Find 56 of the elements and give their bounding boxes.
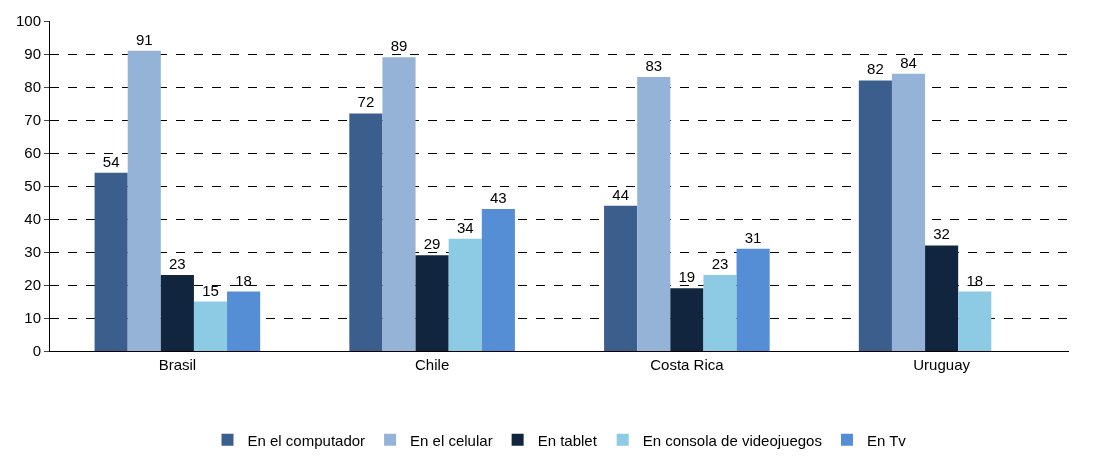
x-tick-label: Costa Rica bbox=[650, 356, 725, 373]
y-tick-label: 10 bbox=[24, 309, 41, 327]
bar bbox=[193, 301, 228, 351]
data-label: 43 bbox=[490, 189, 507, 207]
data-label: 54 bbox=[102, 152, 120, 170]
y-tick-label: 30 bbox=[24, 243, 41, 261]
data-label: 34 bbox=[456, 218, 474, 236]
data-label: 44 bbox=[612, 185, 629, 203]
y-tick-label: 50 bbox=[24, 177, 41, 195]
bar bbox=[637, 77, 671, 351]
x-tick-label: Chile bbox=[415, 356, 450, 373]
data-label: 82 bbox=[867, 60, 884, 78]
x-tick-label: Brasil bbox=[158, 356, 197, 373]
bar bbox=[349, 113, 383, 351]
y-tick-label: 100 bbox=[15, 12, 41, 30]
bar bbox=[858, 80, 892, 351]
data-label: 72 bbox=[357, 93, 375, 111]
data-label: 31 bbox=[744, 228, 762, 246]
bar bbox=[736, 248, 770, 351]
bar bbox=[925, 245, 959, 351]
y-tick-label: 20 bbox=[24, 276, 41, 294]
bar bbox=[382, 57, 416, 351]
legend-label: En el computador bbox=[247, 431, 366, 449]
bar bbox=[958, 291, 992, 351]
bar bbox=[415, 255, 449, 351]
legend-label: En tablet bbox=[537, 431, 598, 449]
data-label: 23 bbox=[169, 255, 186, 273]
legend-label: En consola de videojuegos bbox=[642, 431, 822, 449]
data-label: 29 bbox=[423, 235, 441, 253]
data-label: 23 bbox=[711, 255, 729, 273]
legend-label: En Tv bbox=[866, 431, 907, 449]
bar bbox=[94, 172, 128, 351]
y-tick-label: 40 bbox=[24, 210, 41, 228]
bar bbox=[891, 73, 926, 351]
y-tick-label: 80 bbox=[24, 78, 41, 96]
data-label: 32 bbox=[933, 225, 950, 243]
data-label: 84 bbox=[900, 53, 917, 71]
data-label: 89 bbox=[390, 37, 408, 55]
bar bbox=[160, 275, 194, 351]
y-tick-label: 90 bbox=[24, 45, 41, 63]
y-tick-label: 60 bbox=[24, 144, 41, 162]
bar bbox=[481, 209, 515, 351]
bar bbox=[227, 291, 261, 351]
x-tick-label: Uruguay bbox=[913, 356, 971, 373]
bar bbox=[448, 238, 482, 351]
legend-label: En el celular bbox=[410, 431, 493, 449]
y-tick-label: 70 bbox=[24, 111, 41, 129]
data-label: 19 bbox=[678, 268, 696, 286]
data-label: 15 bbox=[202, 281, 219, 299]
bar bbox=[670, 288, 704, 351]
bar bbox=[127, 50, 161, 351]
bar bbox=[604, 205, 638, 351]
data-label: 83 bbox=[645, 57, 663, 75]
bar bbox=[703, 275, 737, 351]
y-tick-label: 0 bbox=[32, 342, 41, 360]
data-label: 91 bbox=[135, 30, 153, 48]
